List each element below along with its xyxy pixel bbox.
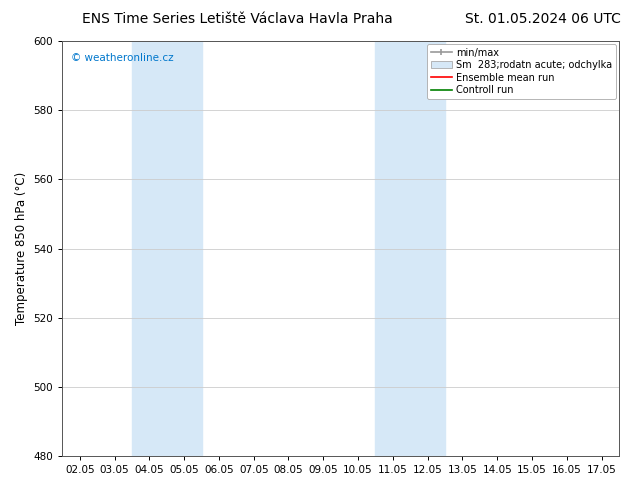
- Text: © weatheronline.cz: © weatheronline.cz: [70, 53, 173, 64]
- Bar: [132, 41, 202, 456]
- Y-axis label: Temperature 850 hPa (°C): Temperature 850 hPa (°C): [15, 172, 28, 325]
- Legend: min/max, Sm  283;rodatn acute; odchylka, Ensemble mean run, Controll run: min/max, Sm 283;rodatn acute; odchylka, …: [427, 44, 616, 99]
- Text: ENS Time Series Letiště Václava Havla Praha: ENS Time Series Letiště Václava Havla Pr…: [82, 12, 393, 26]
- Text: St. 01.05.2024 06 UTC: St. 01.05.2024 06 UTC: [465, 12, 621, 26]
- Bar: [375, 41, 445, 456]
